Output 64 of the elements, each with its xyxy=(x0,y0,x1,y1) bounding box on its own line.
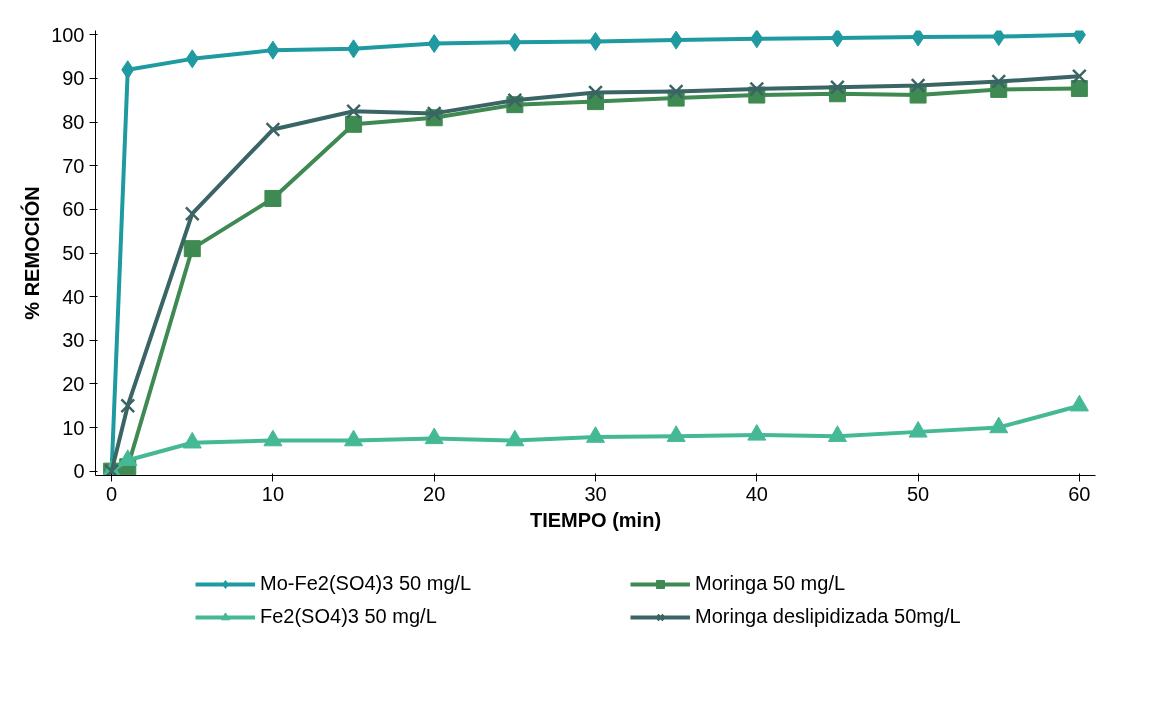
point xyxy=(345,103,362,119)
y-tick-label: 20 xyxy=(62,372,85,395)
point xyxy=(427,34,441,54)
y-tick-label: 60 xyxy=(62,198,85,221)
point xyxy=(265,121,281,138)
point xyxy=(991,73,1007,90)
point xyxy=(184,206,200,222)
point xyxy=(827,425,847,442)
legend-label: Moringa deslipidizada 50mg/L xyxy=(695,605,962,628)
y-tick-label: 100 xyxy=(51,23,85,46)
point xyxy=(344,429,364,447)
point xyxy=(666,425,686,442)
legend-label: Moringa 50 mg/L xyxy=(695,572,847,595)
point xyxy=(989,416,1009,434)
x-tick-label: 50 xyxy=(906,482,930,505)
point xyxy=(118,449,138,466)
point xyxy=(508,32,522,52)
point xyxy=(507,92,523,108)
y-tick-label: 0 xyxy=(73,460,85,483)
point xyxy=(830,30,844,48)
point xyxy=(587,84,604,101)
point xyxy=(185,49,199,69)
point xyxy=(750,30,764,49)
y-tick-label: 10 xyxy=(62,416,85,439)
point xyxy=(749,81,765,97)
y-tick-label: 40 xyxy=(62,285,85,308)
point xyxy=(1071,68,1087,84)
point xyxy=(347,39,361,59)
point xyxy=(266,40,280,60)
point xyxy=(1070,80,1088,98)
legend-label: Fe2(SO4)3 50 mg/L xyxy=(260,605,438,628)
point xyxy=(182,431,202,449)
y-tick-label: 70 xyxy=(62,154,85,177)
point xyxy=(669,30,683,50)
y-tick-label: 30 xyxy=(62,329,85,352)
x-tick-label: 10 xyxy=(261,482,285,505)
y-tick-label: 80 xyxy=(62,111,85,134)
y-axis-title: % REMOCIÓN xyxy=(20,186,44,320)
point xyxy=(121,60,135,80)
point xyxy=(264,189,282,207)
point xyxy=(908,420,928,438)
point xyxy=(911,30,925,47)
y-tick-label: 50 xyxy=(62,242,85,264)
point xyxy=(505,429,525,447)
x-tick-label: 60 xyxy=(1068,482,1091,505)
point xyxy=(668,83,684,100)
legend-label: Mo-Fe2(SO4)3 50 mg/L xyxy=(260,572,473,595)
x-tick-label: 30 xyxy=(584,482,607,505)
point xyxy=(910,77,926,94)
point xyxy=(1069,394,1089,412)
point xyxy=(829,79,846,95)
point xyxy=(183,240,201,258)
point xyxy=(424,427,444,445)
x-tick-label: 0 xyxy=(106,482,118,505)
point xyxy=(345,115,363,133)
y-tick-label: 90 xyxy=(62,67,85,90)
point xyxy=(586,426,605,443)
point xyxy=(426,105,442,122)
x-axis-title: TIEMPO (min) xyxy=(529,508,662,531)
x-tick-label: 40 xyxy=(745,482,768,505)
x-tick-label: 20 xyxy=(423,482,446,505)
point xyxy=(992,30,1006,47)
point xyxy=(747,424,767,441)
point xyxy=(263,429,283,447)
